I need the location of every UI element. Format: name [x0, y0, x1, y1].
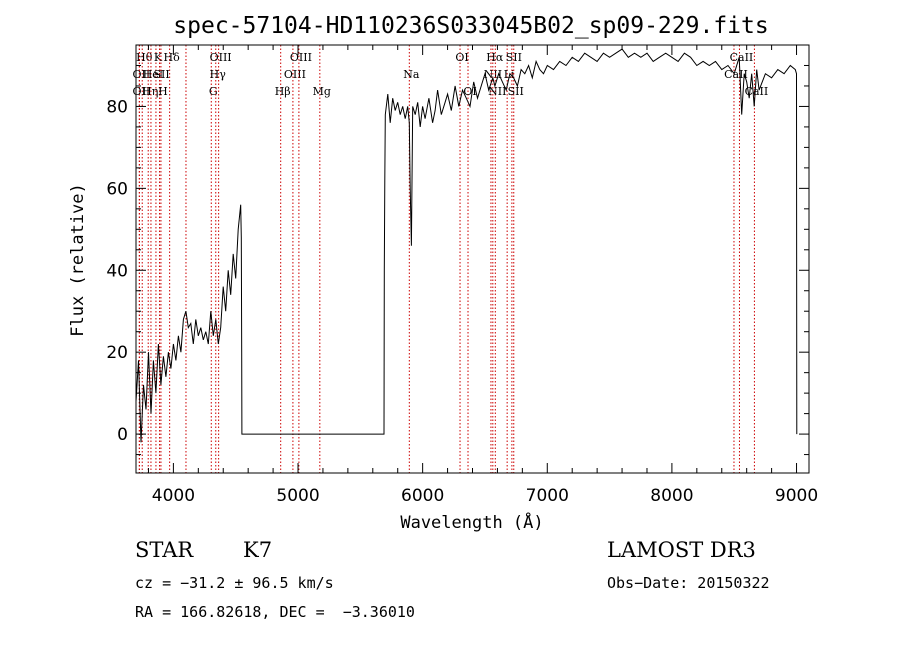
- line-label-13: Hβ: [275, 85, 291, 98]
- y-tick-label: 40: [106, 261, 128, 281]
- line-label-3: Hη: [142, 85, 158, 98]
- line-label-10: G: [209, 85, 218, 98]
- line-label-16: Mg: [313, 85, 331, 98]
- line-label-15: OIII: [290, 51, 312, 64]
- object-type: STAR: [135, 538, 194, 562]
- line-label-18: OI: [455, 51, 468, 64]
- spectral-line-markers: HθOIIOIIHηHeIKSIIHHδGHγOIIIHβOIIIOIIIMgN…: [133, 45, 768, 473]
- line-label-14: OIII: [284, 68, 306, 81]
- spectrum-series: [135, 48, 798, 443]
- line-label-24: SII: [506, 51, 522, 64]
- line-label-5: K: [154, 51, 163, 64]
- spectrum-line: [135, 48, 798, 443]
- object-subclass: K7: [243, 538, 273, 562]
- line-label-25: SII: [508, 85, 524, 98]
- y-tick-label: 0: [117, 425, 128, 445]
- y-axis: 0 20 40 60 80: [106, 64, 809, 456]
- line-label-22: NII: [488, 85, 506, 98]
- x-axis-label: Wavelength (Å): [400, 511, 543, 533]
- x-tick-label: 8000: [650, 486, 693, 506]
- survey-name: LAMOST DR3: [607, 538, 756, 562]
- redshift-velocity: cz = −31.2 ± 96.5 km/s: [135, 574, 334, 592]
- y-tick-label: 60: [106, 179, 128, 199]
- line-label-17: Na: [403, 68, 420, 81]
- x-tick-label: 9000: [775, 486, 818, 506]
- line-label-11: Hγ: [210, 68, 227, 81]
- y-tick-label: 80: [106, 97, 128, 117]
- x-tick-label: 4000: [152, 486, 195, 506]
- x-tick-label: 5000: [276, 486, 319, 506]
- observation-date: Obs−Date: 20150322: [607, 574, 770, 592]
- line-label-26: CaII: [724, 68, 748, 81]
- chart-title: spec-57104-HD110236S033045B02_sp09-229.f…: [173, 13, 768, 39]
- line-label-2: OII: [133, 85, 151, 98]
- x-axis: 4000 5000 6000 7000 8000 9000: [147, 45, 818, 506]
- line-label-19: OI: [463, 85, 476, 98]
- line-label-4: HeI: [143, 68, 163, 81]
- line-label-21: Hα: [486, 51, 504, 64]
- x-tick-label: 6000: [401, 486, 444, 506]
- line-label-1: OII: [133, 68, 151, 81]
- y-axis-label: Flux (relative): [68, 183, 88, 337]
- y-tick-label: 20: [106, 343, 128, 363]
- line-label-27: CaII: [730, 51, 754, 64]
- line-label-6: SII: [153, 68, 169, 81]
- x-tick-label: 7000: [526, 486, 569, 506]
- line-label-7: H: [158, 85, 168, 98]
- line-label-8: Hδ: [164, 51, 181, 64]
- line-label-0: Hθ: [136, 51, 153, 64]
- line-label-12: OIII: [210, 51, 232, 64]
- coordinates: RA = 166.82618, DEC = −3.36010: [135, 603, 415, 621]
